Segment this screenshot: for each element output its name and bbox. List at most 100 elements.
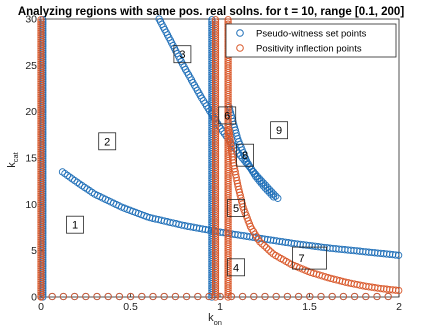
x-axis-label: kon bbox=[208, 312, 222, 327]
data-point bbox=[392, 286, 400, 294]
region-box-4 bbox=[227, 258, 246, 277]
y-tick-label: 0 bbox=[31, 292, 37, 304]
data-point bbox=[362, 292, 370, 301]
data-point bbox=[395, 286, 403, 295]
data-point bbox=[260, 242, 268, 250]
data-point bbox=[182, 292, 191, 301]
data-point bbox=[224, 16, 232, 24]
data-point bbox=[37, 18, 45, 26]
data-point bbox=[39, 18, 47, 26]
data-point bbox=[70, 292, 79, 301]
x-axis-label-sub: on bbox=[214, 318, 222, 327]
data-point bbox=[208, 18, 216, 26]
data-point bbox=[377, 284, 385, 293]
data-point bbox=[59, 292, 68, 301]
x-axis: 0 0.5 1 1.5 2 bbox=[38, 293, 402, 313]
x-axis-label-main: k bbox=[208, 312, 214, 324]
data-point bbox=[394, 251, 403, 259]
data-point bbox=[261, 184, 269, 192]
data-point bbox=[104, 292, 112, 301]
legend-marker-pseudo-witness bbox=[236, 29, 244, 37]
series-positivity-inflection bbox=[37, 16, 403, 301]
data-marks bbox=[37, 15, 403, 301]
plot-area-frame bbox=[40, 18, 400, 298]
data-point bbox=[317, 292, 325, 301]
data-point bbox=[93, 292, 101, 301]
data-point bbox=[267, 248, 275, 256]
data-point bbox=[262, 244, 271, 252]
data-point bbox=[328, 292, 336, 301]
data-point bbox=[261, 292, 269, 301]
data-point bbox=[258, 240, 266, 248]
data-point bbox=[39, 16, 47, 24]
region-box-6 bbox=[218, 106, 237, 125]
data-point bbox=[216, 292, 224, 301]
data-point bbox=[265, 188, 274, 197]
data-point bbox=[368, 248, 376, 257]
data-point bbox=[332, 245, 340, 253]
data-point bbox=[115, 292, 124, 301]
data-point bbox=[250, 292, 258, 301]
region-box-1 bbox=[66, 215, 84, 234]
region-label-8: 8 bbox=[242, 150, 248, 162]
y-tick-label: 15 bbox=[25, 153, 37, 165]
legend-label-positivity: Positivity inflection points bbox=[256, 44, 362, 55]
data-point bbox=[265, 246, 273, 254]
data-point bbox=[58, 168, 67, 176]
y-tick-label: 20 bbox=[25, 106, 37, 118]
y-tick-label: 25 bbox=[25, 60, 37, 72]
region-label-7: 7 bbox=[298, 253, 304, 265]
region-label-1: 1 bbox=[72, 220, 78, 232]
data-point bbox=[194, 292, 202, 301]
y-axis-label: kcat bbox=[6, 151, 20, 167]
x-tick-label: 1.5 bbox=[302, 301, 317, 313]
data-point bbox=[257, 179, 266, 188]
data-point bbox=[371, 249, 379, 257]
x-tick-label: 0 bbox=[38, 301, 44, 313]
data-point bbox=[242, 158, 250, 167]
data-point bbox=[267, 191, 276, 199]
region-label-9: 9 bbox=[276, 125, 282, 137]
data-point bbox=[126, 292, 135, 301]
data-point bbox=[283, 292, 292, 301]
data-point bbox=[272, 292, 280, 301]
y-tick-label: 30 bbox=[25, 14, 37, 26]
region-box-9 bbox=[270, 121, 289, 140]
data-point bbox=[339, 292, 348, 301]
region-box-3 bbox=[173, 45, 192, 64]
x-tick-label: 1 bbox=[217, 301, 223, 313]
data-point bbox=[66, 173, 74, 181]
data-point bbox=[205, 292, 213, 301]
data-point bbox=[211, 18, 220, 26]
data-point bbox=[238, 292, 247, 301]
data-point bbox=[269, 193, 278, 201]
data-point bbox=[350, 246, 358, 255]
data-point bbox=[254, 175, 262, 183]
data-point bbox=[208, 16, 216, 24]
data-point bbox=[255, 177, 264, 185]
legend-label-pseudo-witness: Pseudo-witness set points bbox=[256, 29, 367, 40]
region-labels: 1 2 3 4 5 6 7 8 9 bbox=[66, 45, 327, 277]
y-tick-label: 10 bbox=[25, 199, 37, 211]
data-point bbox=[160, 292, 168, 301]
data-point bbox=[82, 292, 90, 301]
data-point bbox=[256, 238, 264, 246]
region-label-3: 3 bbox=[179, 49, 185, 61]
legend-box bbox=[225, 23, 397, 58]
data-point bbox=[274, 194, 282, 202]
data-point bbox=[39, 20, 47, 28]
data-point bbox=[61, 169, 69, 178]
x-tick-label: 0.5 bbox=[123, 301, 138, 313]
region-box-8 bbox=[236, 143, 255, 167]
data-point bbox=[171, 292, 180, 301]
data-point bbox=[37, 20, 45, 28]
legend-marker-positivity bbox=[236, 44, 244, 52]
data-point bbox=[149, 292, 157, 301]
chart-title: Analyzing regions with same pos. real so… bbox=[18, 6, 404, 18]
legend: Pseudo-witness set points Positivity inf… bbox=[225, 23, 397, 58]
y-axis-label-main: k bbox=[6, 162, 18, 168]
data-point bbox=[306, 292, 314, 301]
data-point bbox=[37, 16, 45, 24]
data-point bbox=[391, 251, 400, 259]
